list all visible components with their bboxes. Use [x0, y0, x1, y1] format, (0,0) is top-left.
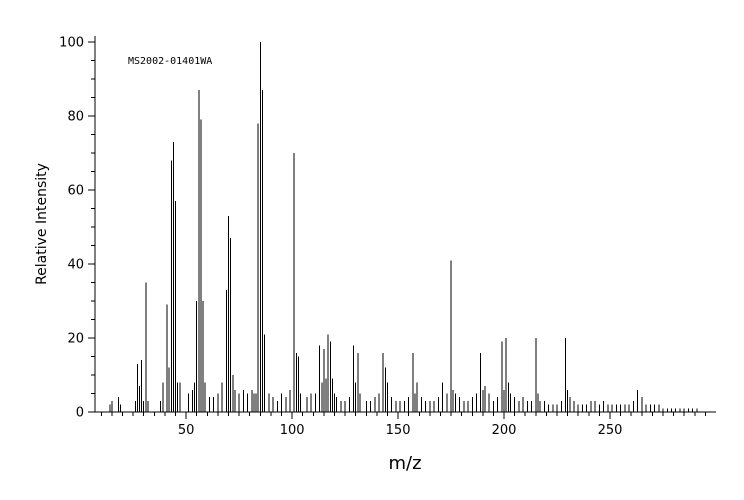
x-tick-label: 200	[492, 423, 517, 438]
y-tick-label: 20	[67, 332, 84, 347]
y-tick-label: 100	[59, 36, 84, 51]
x-ticks: 50 100 150 200 250	[100, 412, 706, 438]
spectrum-id-label: MS2002-01401WA	[128, 56, 212, 67]
x-tick-label: 250	[598, 423, 623, 438]
y-tick-label: 40	[67, 258, 84, 273]
y-tick-label: 80	[67, 110, 84, 125]
x-axis-title: m/z	[388, 453, 421, 474]
y-tick-label: 60	[67, 184, 84, 199]
y-ticks: 0 20 40 60 80 100	[59, 36, 95, 421]
x-tick-label: 50	[178, 423, 195, 438]
y-axis-title: Relative Intensity	[34, 163, 50, 285]
x-tick-label: 150	[386, 423, 411, 438]
y-tick-label: 0	[76, 406, 84, 421]
axes	[94, 36, 716, 413]
peaks	[109, 42, 698, 412]
x-tick-label: 100	[280, 423, 305, 438]
